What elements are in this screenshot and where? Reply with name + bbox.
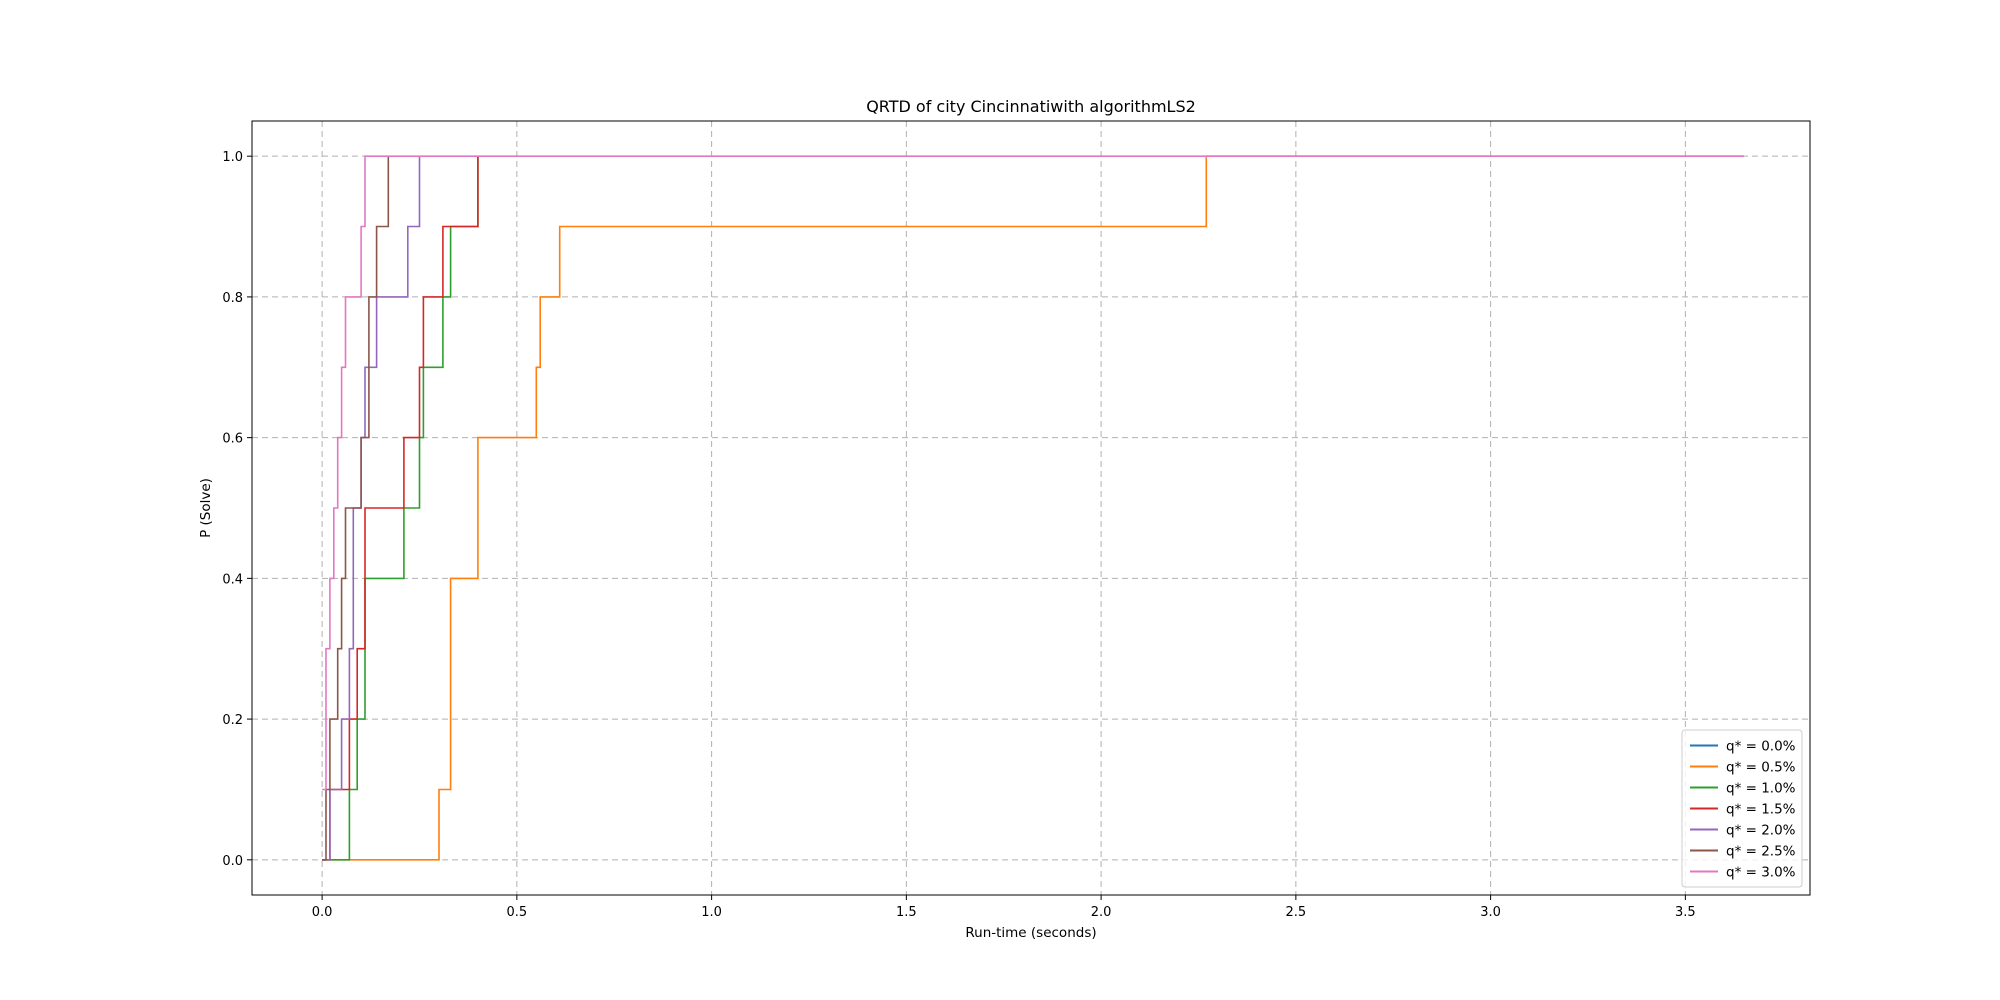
plot-frame xyxy=(251,120,1811,896)
series-lines xyxy=(322,155,1744,861)
legend: q* = 0.0% q* = 0.5% q* = 1.0% q* = 1.5% q* =… xyxy=(1681,729,1803,888)
x-tick-label: 0.0 xyxy=(312,905,333,920)
series-line-5 xyxy=(322,156,390,861)
x-tick-label: 2.0 xyxy=(1091,905,1112,920)
y-axis-ticks: 0.0 0.2 0.4 0.6 0.8 1.0 xyxy=(222,150,252,869)
x-tick-label: 3.0 xyxy=(1480,905,1501,920)
y-tick-label: 0.6 xyxy=(222,432,243,447)
y-axis-label: P (Solve) xyxy=(198,478,214,538)
x-tick-label: 0.5 xyxy=(507,905,528,920)
x-tick-label: 1.0 xyxy=(701,905,722,920)
y-tick-label: 0.8 xyxy=(222,291,243,306)
legend-label: q* = 2.5% xyxy=(1726,844,1796,860)
series-line-6 xyxy=(322,155,1744,791)
y-tick-label: 0.2 xyxy=(222,713,243,728)
legend-label: q* = 0.0% xyxy=(1726,739,1796,755)
series-line-2 xyxy=(322,156,479,861)
x-tick-label: 2.5 xyxy=(1286,905,1307,920)
legend-label: q* = 1.0% xyxy=(1726,781,1796,797)
series-line-1 xyxy=(322,155,1744,861)
x-axis-ticks: 0.0 0.5 1.0 1.5 2.0 2.5 3.0 3.5 xyxy=(312,895,1696,920)
legend-label: q* = 1.5% xyxy=(1726,802,1796,818)
legend-label: q* = 3.0% xyxy=(1726,865,1796,881)
x-axis-label: Run-time (seconds) xyxy=(965,925,1096,941)
grid-lines xyxy=(252,121,1810,895)
y-tick-label: 0.0 xyxy=(222,854,243,869)
y-tick-label: 1.0 xyxy=(222,150,243,165)
legend-label: q* = 0.5% xyxy=(1726,760,1796,776)
chart-title: QRTD of city Cincinnatiwith algorithmLS2 xyxy=(866,97,1196,116)
legend-box xyxy=(1681,729,1803,888)
x-tick-label: 1.5 xyxy=(896,905,917,920)
legend-label: q* = 2.0% xyxy=(1726,823,1796,839)
y-tick-label: 0.4 xyxy=(222,572,243,587)
series-line-3 xyxy=(322,156,479,861)
x-tick-label: 3.5 xyxy=(1675,905,1696,920)
